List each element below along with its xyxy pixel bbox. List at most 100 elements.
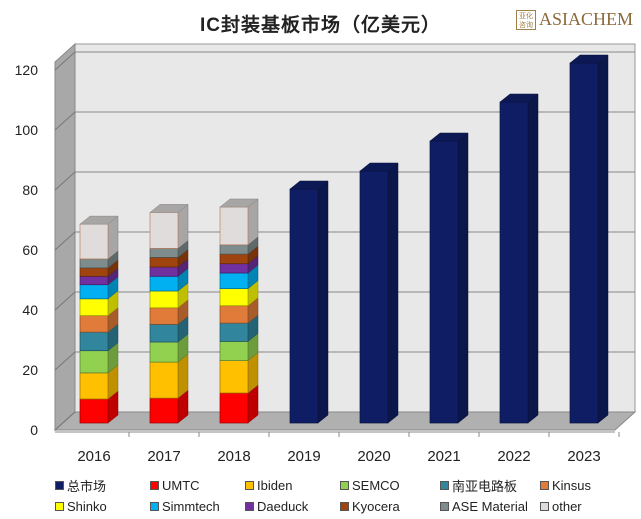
bar-segment-ASE Material <box>219 244 249 255</box>
bar-top <box>359 162 399 172</box>
bar-group-2020 <box>359 162 399 424</box>
legend-swatch <box>540 481 549 490</box>
bar-segment-Simmtech <box>79 284 109 300</box>
legend-label: 南亚电路板 <box>452 479 518 494</box>
side-gridline <box>54 231 76 251</box>
legend-swatch <box>340 481 349 490</box>
legend-swatch <box>150 481 159 490</box>
x-tick-label: 2022 <box>497 448 530 465</box>
x-tick-label: 2018 <box>217 448 250 465</box>
legend-label: Daeduck <box>257 499 309 514</box>
legend-label: SEMCO <box>352 478 400 493</box>
legend-label: other <box>552 499 582 514</box>
x-tick-label: 2016 <box>77 448 110 465</box>
x-tick-label: 2019 <box>287 448 320 465</box>
side-gridline <box>54 111 76 131</box>
x-tick-label: 2020 <box>357 448 390 465</box>
bar-side <box>457 132 469 424</box>
bar-segment-Kyocera <box>79 267 109 277</box>
legend-swatch <box>245 502 254 511</box>
legend-item: Simmtech <box>150 499 245 514</box>
bar-segment-other <box>219 206 249 246</box>
y-tick-label: 40 <box>22 302 38 318</box>
bar-segment-Shinko <box>219 288 249 307</box>
bar-group-2023 <box>569 54 609 424</box>
side-wall <box>54 42 76 432</box>
y-tick-label: 100 <box>15 122 39 138</box>
y-tick-label: 60 <box>22 242 38 258</box>
bar-group-2022 <box>499 93 539 424</box>
legend-label: Shinko <box>67 499 107 514</box>
bar-side <box>387 162 399 424</box>
legend-swatch <box>440 481 449 490</box>
side-gridline <box>54 291 76 311</box>
bar-side <box>597 54 609 424</box>
legend-item: Kinsus <box>540 476 630 495</box>
bar-group-2016 <box>79 215 119 424</box>
legend-swatch <box>440 502 449 511</box>
legend-item: 总市场 <box>55 476 150 495</box>
bar-segment-Ibiden <box>219 360 249 394</box>
bar-segment-Kinsus <box>149 307 179 325</box>
x-tick-label: 2021 <box>427 448 460 465</box>
bar-segment-Shinko <box>79 298 109 316</box>
bar-segment-other <box>149 212 179 249</box>
bar-segment-ASE Material <box>149 248 179 258</box>
bar-segment-other <box>79 223 109 260</box>
bar-segment-南亚电路板 <box>79 331 109 352</box>
bar-segment-SEMCO <box>149 341 179 363</box>
bar-segment-Kyocera <box>149 257 179 268</box>
bar-segment-UMTC <box>149 397 179 424</box>
legend-swatch <box>245 481 254 490</box>
bar-group-2019 <box>289 180 329 424</box>
bar-top <box>429 132 469 142</box>
legend-swatch <box>150 502 159 511</box>
bar-segment-Kyocera <box>219 253 249 265</box>
y-tick-label: 20 <box>22 362 38 378</box>
legend-item: Shinko <box>55 499 150 514</box>
bar-segment-南亚电路板 <box>219 322 249 342</box>
legend-item: UMTC <box>150 476 245 495</box>
legend: 总市场 UMTC Ibiden SEMCO 南亚电路板 Kinsus Shinko Simmt… <box>55 476 641 514</box>
y-tick-label: 120 <box>15 62 39 78</box>
legend-swatch <box>55 481 64 490</box>
x-tick-label: 2023 <box>567 448 600 465</box>
legend-label: UMTC <box>162 478 200 493</box>
bar-top <box>79 215 119 225</box>
legend-swatch <box>540 502 549 511</box>
bar-segment-UMTC <box>219 392 249 424</box>
bar-top <box>499 93 539 103</box>
asiachem-logo: 亚化 咨询 ASIACHEM <box>515 9 633 30</box>
bar-segment-Simmtech <box>149 275 179 292</box>
bar-segment-Shinko <box>149 290 179 309</box>
bar-segment-SEMCO <box>79 350 109 374</box>
legend-item: Kyocera <box>340 499 440 514</box>
side-gridline <box>54 171 76 191</box>
chart-title: IC封装基板市场（亿美元） <box>199 15 441 36</box>
legend-item: Ibiden <box>245 476 340 495</box>
bar-group-2021 <box>429 132 469 424</box>
bar-segment-Daeduck <box>219 263 249 274</box>
side-gridline <box>54 411 76 431</box>
bar-group-2017 <box>149 203 189 424</box>
legend-item: other <box>540 499 630 514</box>
legend-label: Kyocera <box>352 499 400 514</box>
bar-top <box>289 180 329 190</box>
side-gridline <box>54 351 76 371</box>
bar-segment-南亚电路板 <box>149 323 179 343</box>
bar-segment-Kinsus <box>79 315 109 333</box>
bar-segment-总市场 <box>499 101 529 424</box>
legend-item: Daeduck <box>245 499 340 514</box>
bar-top <box>149 204 189 213</box>
chart-plot: 0 20 40 60 80 100 120 2016 2017 2018 2019 2020 2021 2… <box>15 42 637 465</box>
bar-segment-Ibiden <box>149 361 179 399</box>
legend-label: Kinsus <box>552 478 592 493</box>
floor <box>53 411 637 431</box>
legend-swatch <box>340 502 349 511</box>
logo-text: ASIACHEM <box>538 9 633 29</box>
bar-side <box>527 93 539 424</box>
bar-segment-总市场 <box>569 62 599 424</box>
bar-segment-Ibiden <box>79 372 109 400</box>
bar-segment-总市场 <box>289 188 319 424</box>
bar-segment-UMTC <box>79 398 109 424</box>
